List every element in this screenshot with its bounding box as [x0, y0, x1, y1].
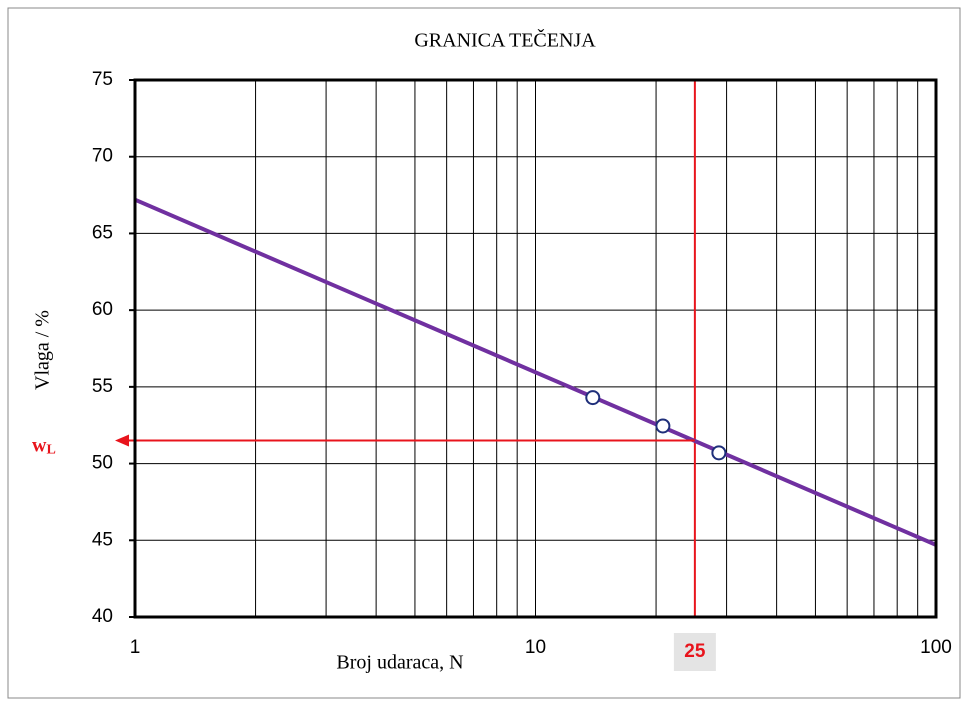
trend-line	[134, 197, 937, 547]
data-point	[655, 418, 671, 434]
y-tick-label: 55	[92, 376, 113, 397]
y-tick-label: 60	[92, 299, 113, 320]
x-tick-label: 10	[525, 637, 546, 658]
y-tick-label: 65	[92, 222, 113, 243]
reference-label-sub: L	[46, 443, 55, 458]
y-axis-label: Vlaga / %	[32, 310, 54, 390]
chart-title: GRANICA TEČENJA	[414, 28, 596, 52]
reference-value-box	[673, 633, 716, 671]
data-point	[585, 390, 601, 406]
arrow-head	[115, 434, 129, 447]
reference-value-label: 25	[684, 641, 706, 662]
reference-label: wL	[32, 434, 56, 458]
frame	[7, 7, 961, 699]
x-tick-label: 1	[130, 637, 141, 658]
y-tick-label: 40	[92, 606, 113, 627]
x-axis-label: Broj udaraca, N	[336, 652, 463, 674]
x-tick-label: 100	[920, 637, 952, 658]
data-point	[711, 445, 727, 461]
plot-border	[133, 78, 938, 619]
y-tick-label: 70	[92, 146, 113, 167]
y-tick-label: 45	[92, 529, 113, 550]
reference-label-main: w	[32, 434, 47, 456]
y-tick-label: 75	[92, 69, 113, 90]
y-tick-label: 50	[92, 453, 113, 474]
